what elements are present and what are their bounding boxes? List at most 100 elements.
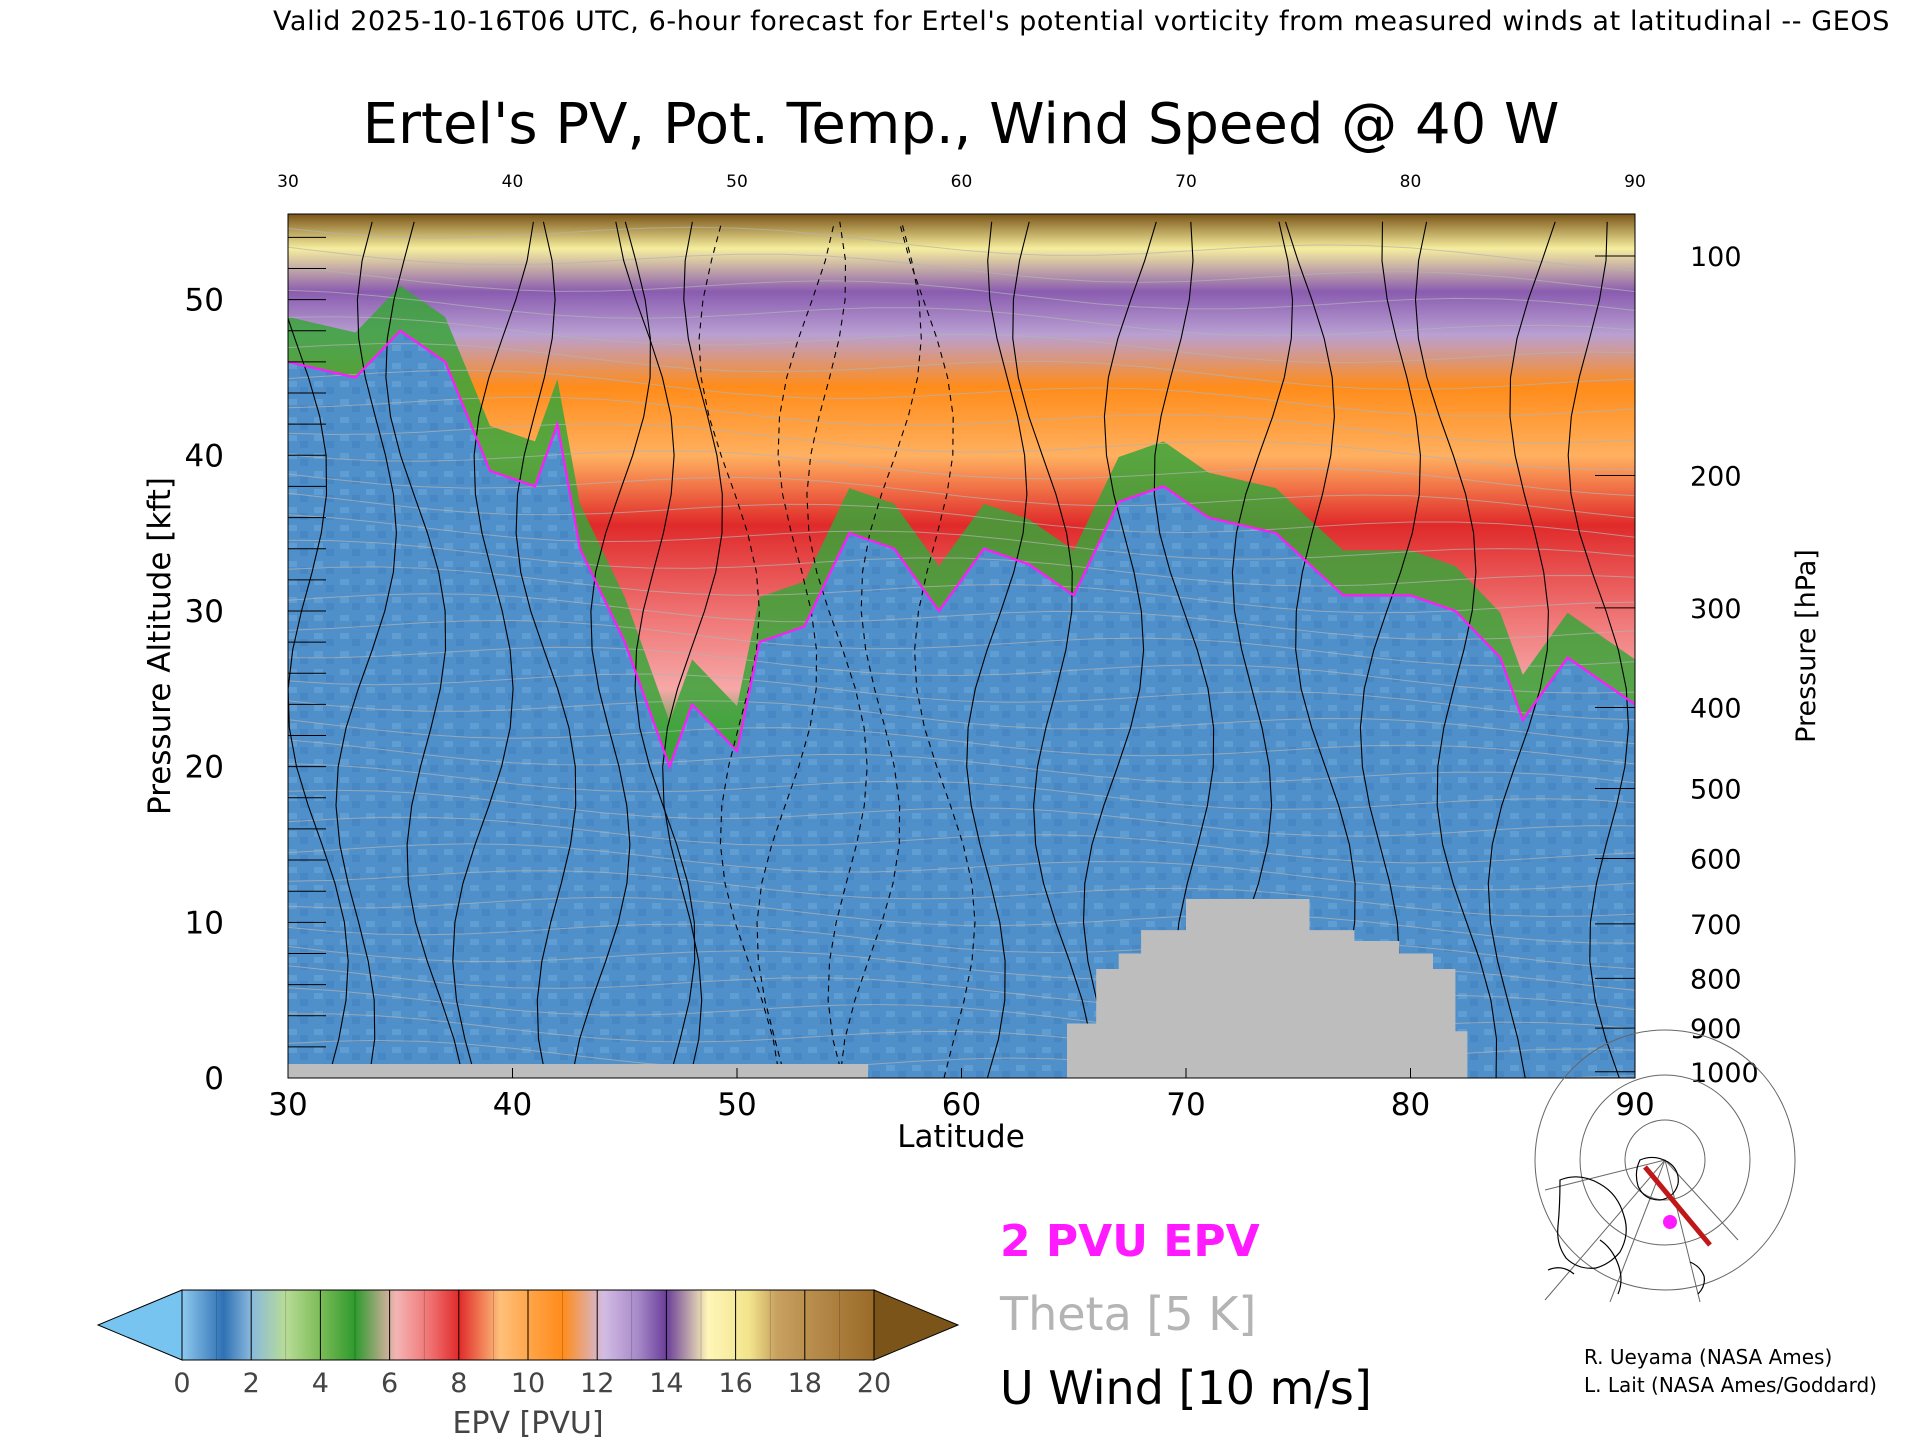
theta-line bbox=[288, 246, 1635, 293]
colorbar-ticks: 0 2 4 6 8 10 12 14 16 18 20 bbox=[173, 1290, 891, 1399]
pv-2pvu-contour bbox=[288, 329, 1635, 770]
green-band bbox=[288, 285, 1635, 767]
theta-line bbox=[288, 700, 1635, 745]
theta-line bbox=[288, 396, 1635, 444]
axes: 30 30 40 40 50 50 60 60 70 70 80 80 90 90 0 10 20 30 40 50 1… bbox=[185, 172, 1759, 1123]
pressure-tick-label: 600 bbox=[1690, 844, 1742, 875]
colorbar-tick-label: 4 bbox=[312, 1368, 329, 1399]
theta-line bbox=[288, 289, 1635, 337]
chart-title: Ertel's PV, Pot. Temp., Wind Speed @ 40 … bbox=[363, 92, 1560, 157]
x-top-tick-label: 50 bbox=[726, 172, 748, 192]
theta-line bbox=[288, 423, 1635, 471]
legend: 2 PVU EPV Theta [5 K] U Wind [10 m/s] bbox=[999, 1216, 1372, 1415]
colorbar-over-arrow bbox=[873, 1289, 960, 1361]
y-axis-title-left: Pressure Altitude [kft] bbox=[142, 477, 178, 815]
y-tick-label: 40 bbox=[185, 438, 224, 474]
x-top-tick-label: 60 bbox=[951, 172, 973, 192]
x-top-tick-label: 70 bbox=[1175, 172, 1197, 192]
colorbar-tick-label: 2 bbox=[243, 1368, 260, 1399]
section-line bbox=[1643, 1165, 1712, 1247]
y-tick-label: 50 bbox=[185, 283, 224, 319]
y-tick-label: 0 bbox=[204, 1061, 224, 1097]
colorbar-tick-label: 20 bbox=[857, 1368, 891, 1399]
uwind-line bbox=[1359, 221, 1421, 1078]
uwind-line bbox=[966, 221, 1028, 1078]
uwind-line bbox=[1414, 221, 1498, 1078]
pressure-tick-label: 500 bbox=[1690, 774, 1742, 805]
legend-theta: Theta [5 K] bbox=[999, 1287, 1256, 1341]
uwind-line bbox=[571, 221, 651, 1078]
theta-line bbox=[288, 514, 1635, 560]
inset-locator-map bbox=[1534, 1029, 1796, 1303]
x-tick-label: 40 bbox=[493, 1087, 532, 1123]
theta-line bbox=[288, 923, 1635, 970]
theta-line bbox=[288, 763, 1635, 810]
colorbar-tick-label: 6 bbox=[381, 1368, 398, 1399]
uwind-contours bbox=[288, 221, 1630, 1078]
theta-line bbox=[288, 719, 1635, 765]
theta-line bbox=[288, 473, 1635, 519]
uwind-line bbox=[385, 221, 464, 1078]
ground-strip bbox=[288, 1064, 868, 1078]
legend-pv: 2 PVU EPV bbox=[1000, 1216, 1260, 1267]
theta-line bbox=[288, 896, 1635, 944]
pressure-tick-label: 300 bbox=[1690, 594, 1742, 625]
colorbar-tick-label: 18 bbox=[788, 1368, 822, 1399]
uwind-line bbox=[662, 221, 723, 1078]
uwind-line bbox=[806, 221, 868, 1078]
uwind-line bbox=[898, 221, 976, 1078]
pressure-tick-label: 800 bbox=[1690, 964, 1742, 995]
pressure-tick-label: 700 bbox=[1690, 910, 1742, 941]
uwind-line bbox=[1082, 221, 1157, 1078]
colorbar-tick-label: 12 bbox=[580, 1368, 614, 1399]
valid-time-header: Valid 2025-10-16T06 UTC, 6-hour forecast… bbox=[273, 6, 1890, 37]
y-tick-label: 30 bbox=[185, 594, 224, 630]
theta-line bbox=[288, 593, 1635, 641]
x-tick-label: 90 bbox=[1615, 1087, 1654, 1123]
uwind-line bbox=[615, 221, 696, 1078]
theta-line bbox=[288, 266, 1635, 311]
uwind-line bbox=[335, 221, 397, 1078]
uwind-line bbox=[839, 221, 922, 1078]
x-axis-title: Latitude bbox=[897, 1119, 1025, 1155]
y-axis-title-right: Pressure [hPa] bbox=[1791, 549, 1822, 743]
x-tick-label: 70 bbox=[1166, 1087, 1205, 1123]
theta-line bbox=[288, 343, 1635, 391]
colorbar-tick-label: 16 bbox=[718, 1368, 752, 1399]
theta-line bbox=[288, 739, 1635, 784]
colorbar-tick-label: 10 bbox=[511, 1368, 545, 1399]
pressure-tick-label: 100 bbox=[1690, 242, 1742, 273]
theta-line bbox=[288, 566, 1635, 614]
colorbar-tick-label: 8 bbox=[450, 1368, 467, 1399]
theta-line bbox=[288, 450, 1635, 497]
colorbar-under-arrow bbox=[96, 1289, 183, 1361]
colorbar-label: EPV [PVU] bbox=[452, 1406, 603, 1440]
theta-line bbox=[288, 226, 1635, 272]
theta-contours bbox=[288, 226, 1635, 1078]
uwind-line bbox=[452, 221, 534, 1078]
x-top-tick-label: 80 bbox=[1400, 172, 1422, 192]
y-tick-label: 20 bbox=[185, 750, 224, 786]
credit-line-2: L. Lait (NASA Ames/Goddard) bbox=[1584, 1373, 1877, 1397]
colorbar-tick-label: 14 bbox=[649, 1368, 683, 1399]
pressure-tick-label: 1000 bbox=[1690, 1058, 1759, 1089]
theta-line bbox=[288, 843, 1635, 891]
theta-line bbox=[288, 646, 1635, 694]
x-tick-label: 80 bbox=[1391, 1087, 1430, 1123]
pressure-tick-label: 200 bbox=[1690, 462, 1742, 493]
terrain-mask bbox=[1067, 899, 1468, 1078]
uwind-line bbox=[515, 221, 577, 1078]
colorbar: 0 2 4 6 8 10 12 14 16 18 20 EPV [PVU] bbox=[96, 1289, 960, 1440]
uwind-line bbox=[1567, 221, 1630, 1078]
plot-area bbox=[288, 214, 1635, 1078]
x-top-tick-label: 90 bbox=[1624, 172, 1646, 192]
theta-line bbox=[288, 369, 1635, 417]
theta-line bbox=[288, 492, 1635, 538]
theta-line bbox=[288, 1039, 1635, 1078]
credit-line-1: R. Ueyama (NASA Ames) bbox=[1584, 1345, 1832, 1369]
x-tick-label: 50 bbox=[717, 1087, 756, 1123]
uwind-line bbox=[698, 221, 781, 1078]
x-top-tick-label: 40 bbox=[502, 172, 524, 192]
theta-line bbox=[288, 539, 1635, 587]
uwind-line bbox=[1012, 221, 1095, 1078]
